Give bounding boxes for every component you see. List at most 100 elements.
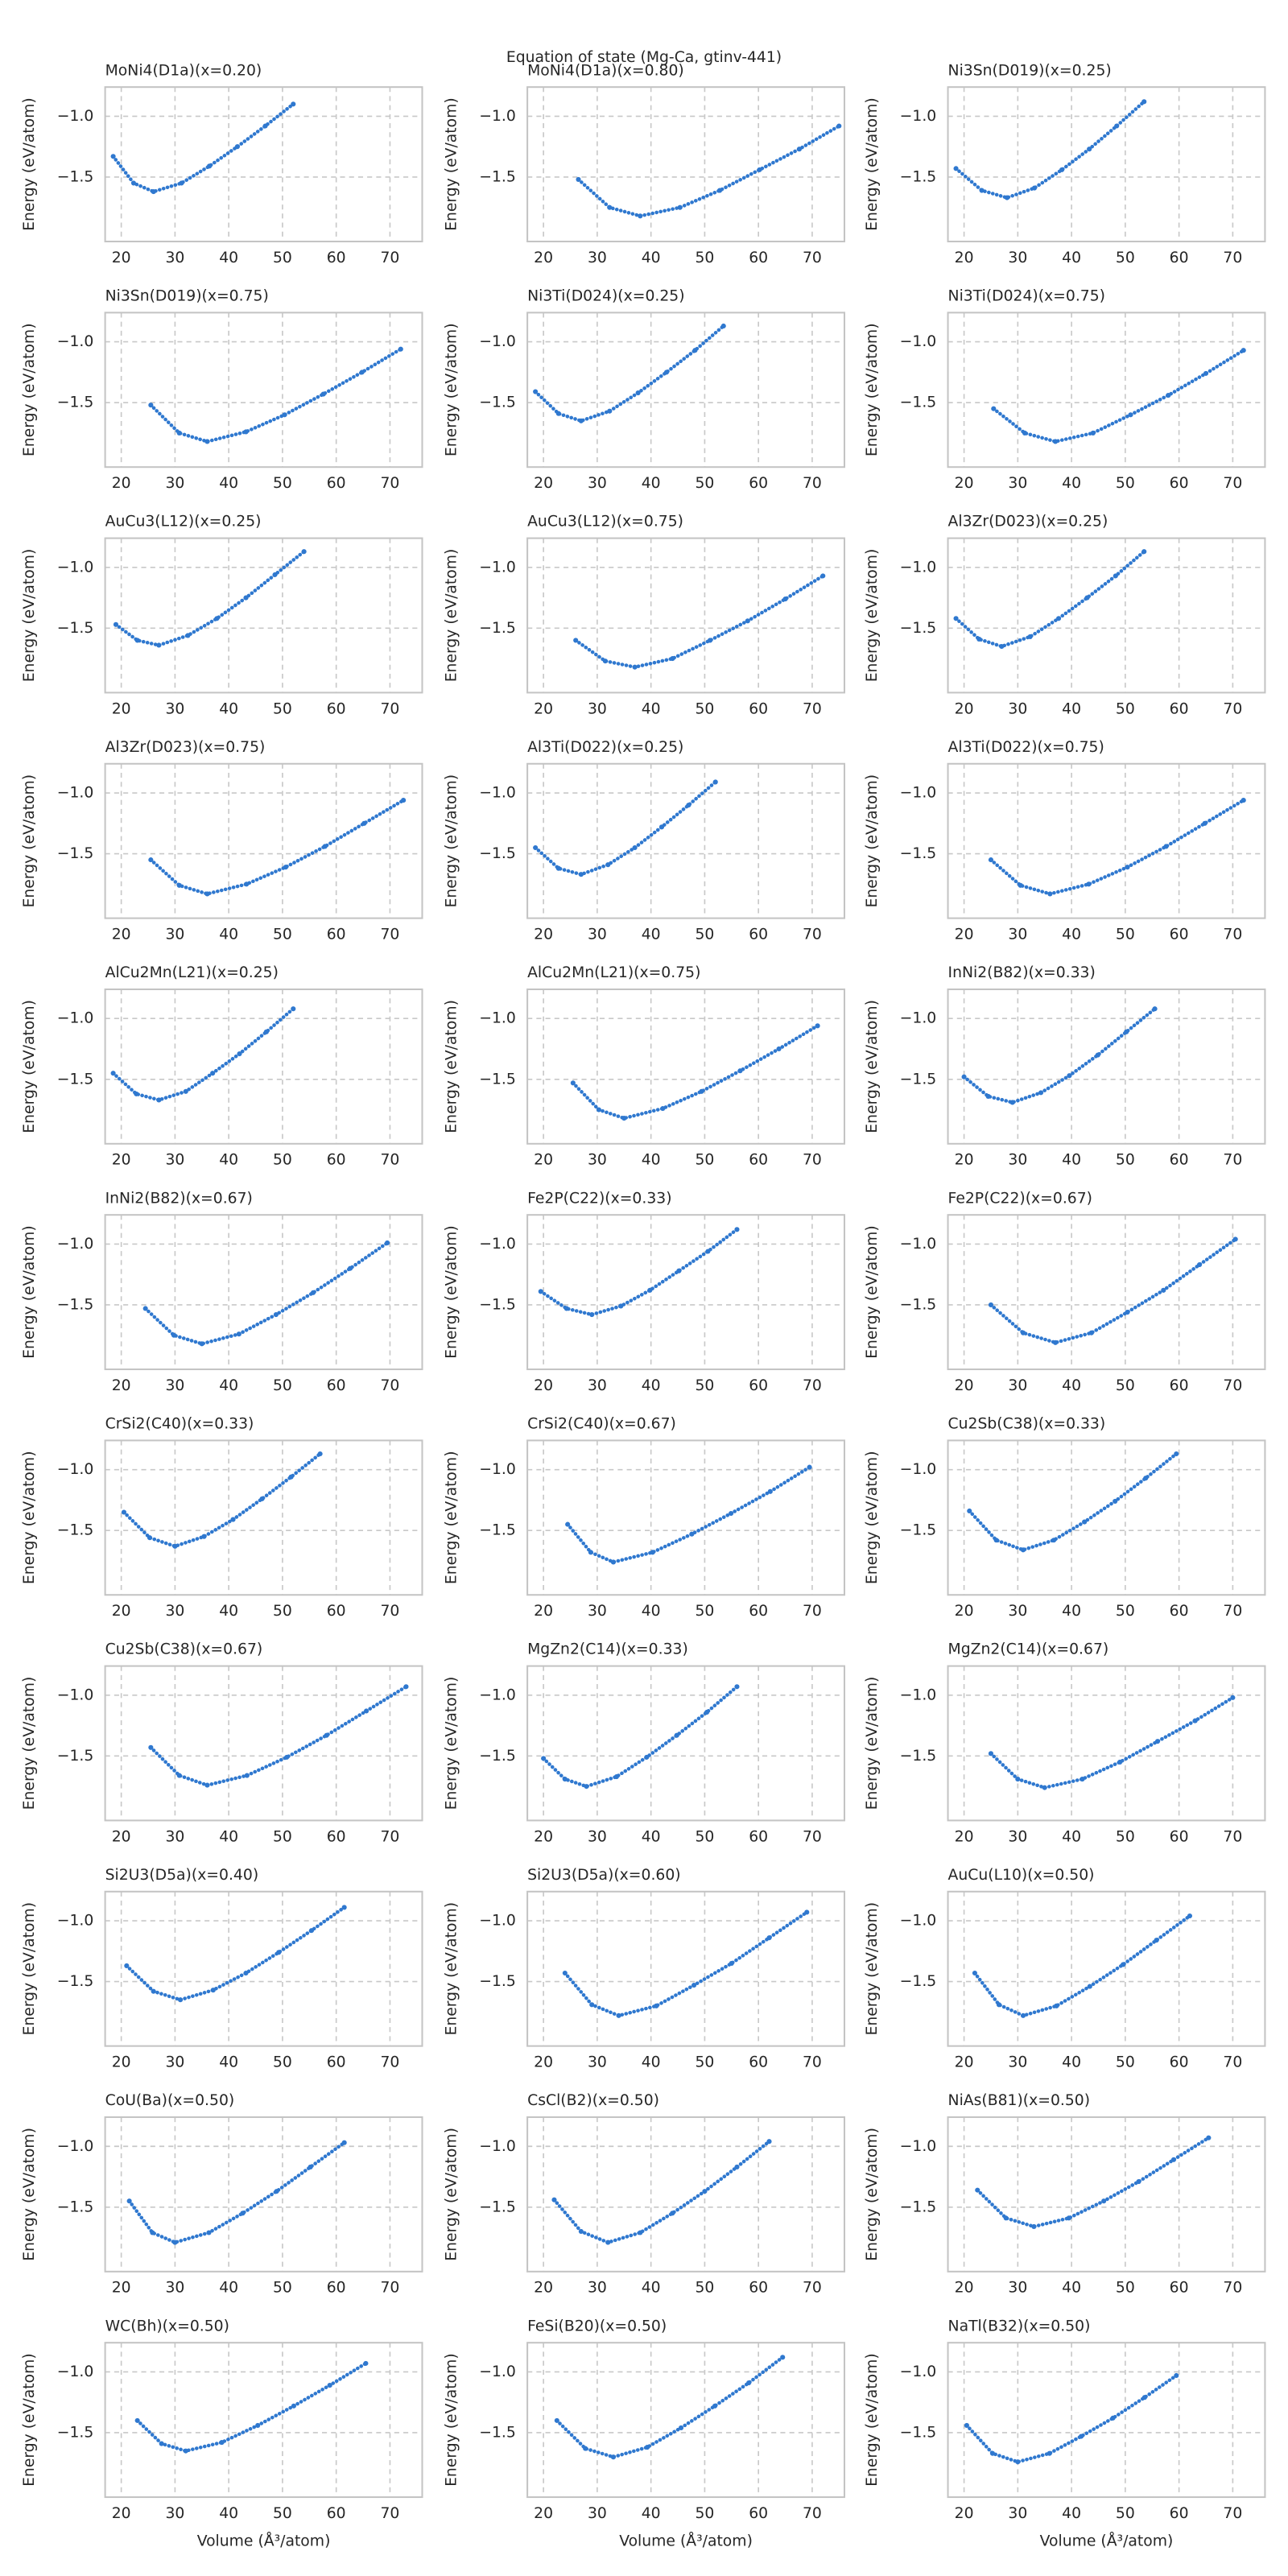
- x-tick-label: 50: [695, 927, 714, 943]
- y-tick-label: −1.5: [479, 2424, 516, 2441]
- x-tick-label: 70: [380, 1377, 399, 1394]
- data-point: [308, 2164, 313, 2169]
- data-point: [570, 1080, 576, 1086]
- x-tick-label: 50: [695, 1152, 714, 1169]
- x-tick-label: 30: [1008, 2505, 1027, 2522]
- y-tick-label: −1.0: [57, 559, 94, 576]
- x-tick-label: 60: [327, 1152, 346, 1169]
- data-point: [291, 1006, 296, 1012]
- x-tick-label: 60: [749, 700, 768, 717]
- subplot-title: WC(Bh)(x=0.50): [105, 2318, 229, 2334]
- y-axis-label: Energy (eV/atom): [21, 2353, 38, 2487]
- plot-frame: [104, 2342, 423, 2499]
- curve: [989, 1695, 1235, 1790]
- plot-frame: [947, 1439, 1266, 1596]
- data-point: [176, 430, 182, 436]
- x-tick-label: 60: [327, 700, 346, 717]
- data-point: [1141, 549, 1147, 555]
- subplot-title: InNi2(B82)(x=0.67): [105, 1190, 253, 1207]
- data-point: [361, 820, 367, 826]
- x-axis-label: Volume (Å³/atom): [619, 2532, 753, 2550]
- x-tick-label: 50: [1116, 1377, 1135, 1394]
- x-tick-label: 70: [1223, 1603, 1242, 1620]
- y-tick-label: −1.5: [479, 1522, 516, 1539]
- data-point: [562, 1970, 568, 1976]
- curve: [149, 1685, 408, 1787]
- subplot-title: NaTl(B32)(x=0.50): [948, 2318, 1091, 2334]
- data-point: [317, 1451, 323, 1457]
- x-tick-label: 70: [803, 927, 822, 943]
- data-point: [999, 643, 1005, 650]
- x-tick-label: 60: [327, 1828, 346, 1845]
- data-point: [766, 1935, 772, 1941]
- x-tick-label: 30: [1008, 1152, 1027, 1169]
- y-tick-label: −1.5: [900, 2198, 937, 2215]
- plot-frame: [526, 988, 845, 1145]
- data-point: [341, 1905, 347, 1910]
- data-point: [538, 1289, 543, 1294]
- x-tick-label: 50: [1116, 2280, 1135, 2297]
- subplot-title: AuCu3(L12)(x=0.75): [527, 514, 683, 530]
- data-point: [1088, 1330, 1094, 1335]
- x-tick-label: 40: [642, 2280, 661, 2297]
- x-tick-label: 50: [273, 1603, 292, 1620]
- data-point: [244, 1773, 250, 1778]
- plot-background: [105, 989, 423, 1144]
- data-point: [589, 2002, 595, 2008]
- x-tick-label: 70: [803, 2505, 822, 2522]
- data-point: [689, 1531, 695, 1537]
- y-tick-label: −1.0: [57, 785, 94, 802]
- curve: [989, 798, 1245, 896]
- x-tick-label: 70: [1223, 2280, 1242, 2297]
- plot-frame: [526, 86, 845, 243]
- plot-background: [527, 312, 844, 468]
- subplot-title: Al3Ti(D022)(x=0.25): [527, 739, 683, 756]
- y-axis-label: Energy (eV/atom): [21, 549, 38, 683]
- y-tick-label: −1.0: [479, 1913, 516, 1930]
- data-point: [243, 429, 249, 435]
- x-tick-label: 70: [803, 2280, 822, 2297]
- x-tick-label: 50: [1116, 1603, 1135, 1620]
- plot-background: [527, 1666, 844, 1821]
- y-axis-label: Energy (eV/atom): [444, 323, 460, 456]
- plot-background: [947, 312, 1265, 468]
- data-point: [691, 1983, 697, 1988]
- data-point: [988, 1302, 994, 1308]
- y-tick-label: −1.0: [479, 1461, 516, 1478]
- data-point: [660, 1105, 666, 1112]
- y-tick-label: −1.0: [900, 2138, 937, 2155]
- data-point: [1020, 1330, 1026, 1335]
- data-point: [702, 2189, 708, 2194]
- y-tick-label: −1.0: [57, 108, 94, 125]
- curve: [533, 780, 717, 877]
- data-point: [1124, 1029, 1129, 1034]
- x-tick-label: 40: [219, 475, 238, 492]
- curve: [122, 1451, 322, 1549]
- data-point: [967, 1508, 972, 1514]
- data-point: [573, 638, 579, 643]
- data-point: [283, 865, 288, 870]
- x-tick-label: 50: [695, 1377, 714, 1394]
- x-tick-label: 50: [273, 1377, 292, 1394]
- data-point: [712, 779, 718, 785]
- y-tick-label: −1.5: [57, 168, 94, 185]
- data-point: [1082, 1519, 1088, 1525]
- data-point: [156, 1097, 162, 1103]
- data-point: [206, 2230, 212, 2235]
- x-tick-label: 50: [1116, 475, 1135, 492]
- x-tick-label: 20: [955, 1603, 974, 1620]
- data-point: [234, 144, 240, 150]
- data-point: [607, 408, 613, 414]
- data-point: [1079, 2434, 1084, 2439]
- x-tick-label: 30: [165, 1828, 184, 1845]
- y-tick-label: −1.0: [900, 2363, 937, 2380]
- data-point: [322, 844, 328, 849]
- data-point: [734, 1227, 740, 1232]
- x-tick-label: 60: [1170, 2280, 1189, 2297]
- subplot-title: CrSi2(C40)(x=0.33): [105, 1415, 254, 1432]
- x-tick-label: 40: [642, 927, 661, 943]
- data-point: [663, 369, 670, 375]
- y-tick-label: −1.5: [57, 2424, 94, 2441]
- y-tick-label: −1.5: [57, 1296, 94, 1313]
- y-axis-label: Energy (eV/atom): [21, 1225, 38, 1359]
